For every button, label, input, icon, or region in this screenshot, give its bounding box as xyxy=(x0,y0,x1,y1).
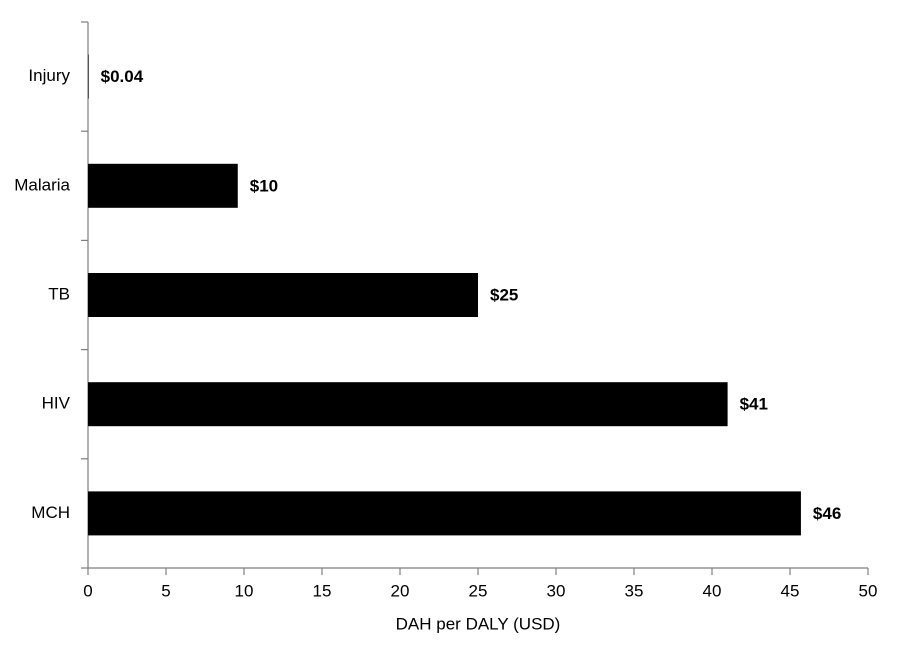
x-tick-label: 35 xyxy=(625,581,644,600)
x-tick-label: 0 xyxy=(83,581,92,600)
bar xyxy=(88,382,728,427)
x-axis-label: DAH per DALY (USD) xyxy=(396,614,561,633)
y-tick-label: TB xyxy=(48,284,70,303)
x-tick-label: 50 xyxy=(859,581,878,600)
y-tick-label: Malaria xyxy=(14,175,70,194)
x-tick-label: 10 xyxy=(235,581,254,600)
x-tick-label: 15 xyxy=(313,581,332,600)
x-tick-label: 20 xyxy=(391,581,410,600)
y-tick-label: Injury xyxy=(28,66,70,85)
value-label: $46 xyxy=(813,504,841,523)
x-tick-label: 25 xyxy=(469,581,488,600)
value-label: $25 xyxy=(490,285,518,304)
y-tick-label: MCH xyxy=(31,503,70,522)
value-label: $41 xyxy=(740,395,768,414)
value-label: $10 xyxy=(250,176,278,195)
x-tick-label: 40 xyxy=(703,581,722,600)
bar xyxy=(88,54,89,99)
value-label: $0.04 xyxy=(101,67,144,86)
x-tick-label: 5 xyxy=(161,581,170,600)
x-tick-label: 30 xyxy=(547,581,566,600)
x-tick-label: 45 xyxy=(781,581,800,600)
bar xyxy=(88,163,238,208)
bar xyxy=(88,273,478,317)
bar xyxy=(88,491,801,536)
y-tick-label: HIV xyxy=(42,394,71,413)
